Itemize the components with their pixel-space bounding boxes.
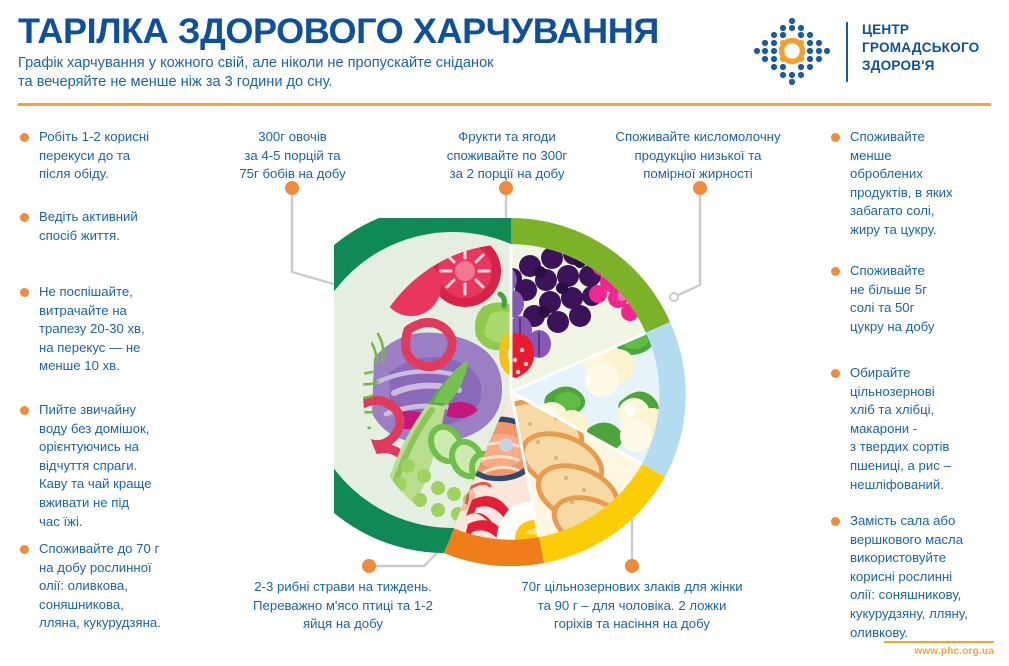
tip-text: Споживайте не більше 5г солі та 50г цукр… [850,263,935,334]
tip-text: Пийте звичайну воду без домішок, орієнту… [39,402,152,529]
tip-left-5: Споживайте до 70 г на добу рослинної олі… [20,540,220,633]
tip-text: Ведіть активний спосіб життя. [39,209,138,243]
tip-left-2: Ведіть активний спосіб життя. [20,208,215,245]
logo-separator [846,22,848,82]
bullet-dot-icon [831,517,840,526]
bullet-dot-icon [831,133,840,142]
tip-right-2: Споживайте не більше 5г солі та 50г цукр… [831,262,1001,336]
bullet-dot-icon [20,545,29,554]
logo-dot-matrix-icon [752,16,832,88]
tip-text: Не поспішайте, витрачайте на трапезу 20-… [39,284,145,374]
tip-text: Робіть 1-2 корисні перекуси до та після … [39,129,150,182]
bullet-dot-icon [831,369,840,378]
footer-divider [884,641,994,643]
callout-fruits: Фрукти та ягоди споживайте по 300г за 2 … [446,129,568,182]
phc-logo: ЦЕНТР ГРОМАДСЬКОГО ЗДОРОВ'Я [752,16,1002,88]
callout-dairy: Споживайте кисломолочну продукцію низько… [615,129,781,182]
tip-right-4: Замість сала або вершкового масла викори… [831,512,1006,642]
tip-left-1: Робіть 1-2 корисні перекуси до та після … [20,128,215,184]
tip-left-3: Не поспішайте, витрачайте на трапезу 20-… [20,283,215,376]
header-divider [18,103,991,106]
bullet-dot-icon [20,133,29,142]
tip-text: Обирайте цільнозернові хліб та хлібці, м… [850,365,951,492]
tip-text: Споживайте до 70 г на добу рослинної олі… [39,541,161,631]
logo-text: ЦЕНТР ГРОМАДСЬКОГО ЗДОРОВ'Я [862,22,980,73]
tip-left-4: Пийте звичайну воду без домішок, орієнту… [20,401,215,531]
tip-right-1: Споживайте менше оброблених продуктів, в… [831,128,1001,240]
bullet-dot-icon [20,288,29,297]
tip-right-3: Обирайте цільнозернові хліб та хлібці, м… [831,364,1001,494]
page-title: ТАРІЛКА ЗДОРОВОГО ХАРЧУВАННЯ [18,12,659,51]
callout-vegetables: 300г овочів за 4-5 порцій та 75г бобів н… [239,129,346,182]
bullet-dot-icon [831,267,840,276]
tip-text: Замість сала або вершкового масла викори… [850,513,968,640]
tip-text: Споживайте менше оброблених продуктів, в… [850,129,953,237]
footer-url[interactable]: www.phc.org.ua [914,646,994,657]
bullet-dot-icon [20,406,29,415]
callout-grains: 70г цільнозернових злаків для жінки та 9… [521,579,743,632]
bullet-dot-icon [20,213,29,222]
page-header: ТАРІЛКА ЗДОРОВОГО ХАРЧУВАННЯ Графік харч… [0,0,1009,102]
healthy-plate-chart [271,205,688,567]
page-subtitle: Графік харчування у кожного свій, але ні… [18,55,494,90]
callout-protein: 2-3 рибні страви на тиждень. Переважно м… [253,579,433,632]
